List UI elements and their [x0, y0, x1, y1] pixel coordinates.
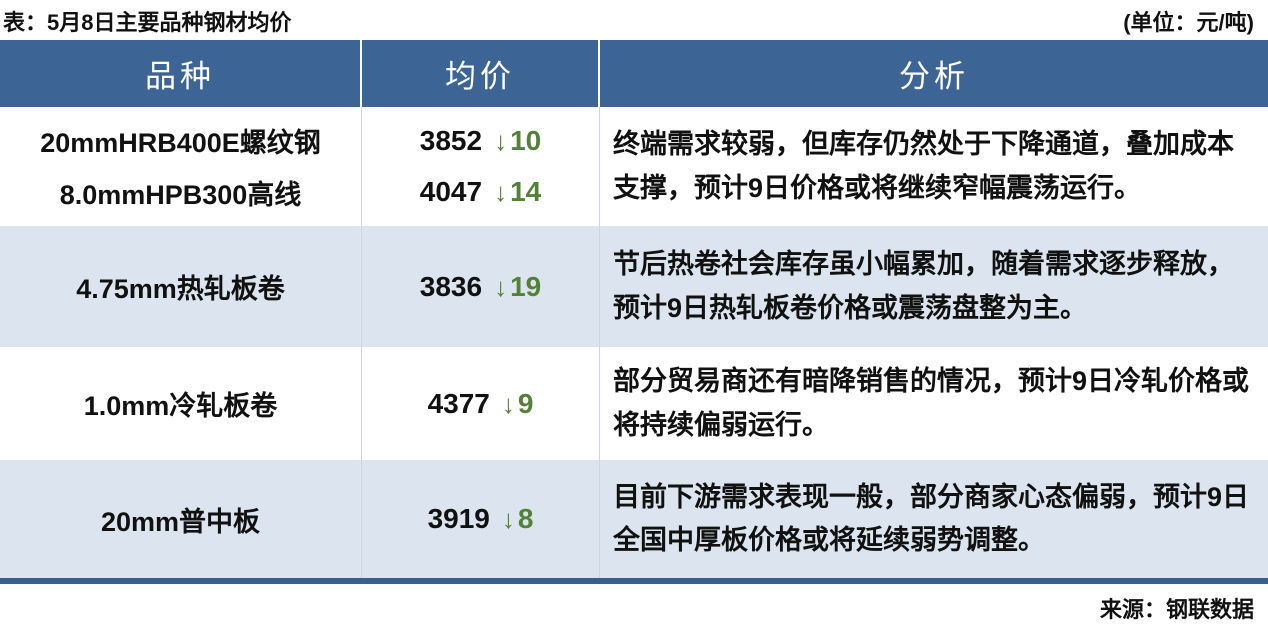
price-cell: 3836 ↓ 19 [362, 226, 600, 347]
col-header-analysis: 分析 [899, 59, 969, 94]
table-row: 20mm普中板 3919 ↓ 8 目前下游需求表现一般，部分商家心态偏弱，预计9日… [0, 460, 1268, 578]
down-arrow-icon: ↓ [501, 388, 515, 419]
top-bar: 表：5月8日主要品种钢材均价 (单位：元/吨) [0, 0, 1268, 40]
table-row: 20mmHRB400E螺纹钢 8.0mmHPB300高线 3852 ↓ 10 40… [0, 107, 1268, 226]
price-value: 3836 [419, 270, 483, 302]
variety-cell: 1.0mm冷轧板卷 [0, 347, 362, 460]
price-value: 3919 [427, 503, 490, 534]
price-change: ↓ 19 [494, 271, 541, 303]
price-change: ↓ 10 [494, 125, 541, 157]
product-name: 1.0mm冷轧板卷 [83, 391, 278, 421]
price-change: ↓ 8 [502, 503, 534, 535]
variety-cell: 4.75mm热轧板卷 [0, 226, 362, 347]
price-value: 4377 [427, 387, 490, 419]
analysis-text: 节后热卷社会库存虽小幅累加，随着需求逐步释放，预计9日热轧板卷价格或震荡盘整为主… [613, 249, 1234, 323]
price-change-value: 19 [510, 270, 542, 302]
variety-cell: 20mm普中板 [0, 460, 362, 578]
price-cell: 4377 ↓ 9 [362, 347, 600, 460]
table-header-row: 品种 均价 分析 [0, 40, 1268, 107]
analysis-text: 目前下游需求表现一般，部分商家心态偏弱，预计9日全国中厚板价格或将延续弱势调整。 [613, 481, 1250, 555]
analysis-text: 终端需求较弱，但库存仍然处于下降通道，叠加成本支撑，预计9日价格或将继续窄幅震荡… [613, 129, 1234, 203]
analysis-cell: 部分贸易商还有暗降销售的情况，预计9日冷轧价格或将持续偏弱运行。 [600, 347, 1268, 460]
down-arrow-icon: ↓ [494, 126, 508, 157]
price-value: 4047 [419, 175, 483, 207]
price-line: 4047 ↓ 14 [420, 176, 541, 208]
product-name: 8.0mmHPB300高线 [59, 180, 302, 211]
price-change-value: 9 [517, 387, 534, 419]
price-value: 3852 [419, 125, 483, 157]
analysis-text: 部分贸易商还有暗降销售的情况，预计9日冷轧价格或将持续偏弱运行。 [613, 366, 1250, 440]
product-name: 20mm普中板 [100, 506, 261, 537]
analysis-cell: 目前下游需求表现一般，部分商家心态偏弱，预计9日全国中厚板价格或将延续弱势调整。 [600, 460, 1268, 578]
down-arrow-icon: ↓ [494, 271, 508, 302]
price-line: 3852 ↓ 10 [420, 125, 541, 157]
price-change: ↓ 9 [502, 388, 534, 420]
table-row: 1.0mm冷轧板卷 4377 ↓ 9 部分贸易商还有暗降销售的情况，预计9日冷轧价… [0, 347, 1268, 460]
price-change-value: 8 [517, 503, 534, 534]
price-line: 4377 ↓ 9 [428, 388, 534, 420]
analysis-cell: 终端需求较弱，但库存仍然处于下降通道，叠加成本支撑，预计9日价格或将继续窄幅震荡… [600, 107, 1268, 226]
page-title: 表：5月8日主要品种钢材均价 [3, 10, 292, 35]
price-cell: 3852 ↓ 10 4047 ↓ 14 [362, 107, 600, 226]
price-line: 3836 ↓ 19 [420, 271, 541, 303]
analysis-cell: 节后热卷社会库存虽小幅累加，随着需求逐步释放，预计9日热轧板卷价格或震荡盘整为主… [600, 226, 1268, 347]
down-arrow-icon: ↓ [494, 176, 508, 207]
table-row: 4.75mm热轧板卷 3836 ↓ 19 节后热卷社会库存虽小幅累加，随着需求逐步… [0, 226, 1268, 347]
price-change: ↓ 14 [494, 176, 541, 208]
source-note: 来源：钢联数据 [1099, 597, 1254, 622]
table-bottom-border [0, 578, 1268, 584]
steel-price-table: 品种 均价 分析 20mmHRB400E螺纹钢 8.0mmHPB300高线 38… [0, 40, 1268, 584]
price-cell: 3919 ↓ 8 [362, 460, 600, 578]
price-line: 3919 ↓ 8 [428, 503, 534, 535]
unit-note: (单位：元/吨) [1123, 10, 1254, 35]
product-name: 20mmHRB400E螺纹钢 [40, 127, 321, 158]
down-arrow-icon: ↓ [501, 504, 515, 534]
price-change-value: 10 [510, 125, 542, 157]
price-change-value: 14 [510, 175, 542, 207]
col-header-variety: 品种 [0, 40, 362, 107]
product-name: 4.75mm热轧板卷 [76, 274, 285, 304]
variety-cell: 20mmHRB400E螺纹钢 8.0mmHPB300高线 [0, 107, 362, 226]
col-header-avg-price: 均价 [362, 40, 600, 107]
